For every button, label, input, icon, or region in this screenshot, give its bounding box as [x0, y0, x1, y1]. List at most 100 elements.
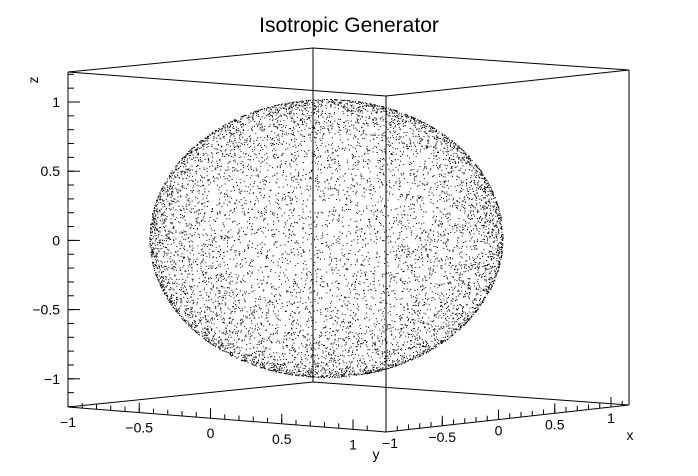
sphere-point: [361, 106, 363, 108]
sphere-point: [404, 246, 406, 247]
sphere-point: [477, 263, 479, 265]
sphere-point: [282, 197, 284, 199]
sphere-point: [173, 300, 175, 302]
sphere-point: [413, 168, 415, 170]
sphere-point: [459, 293, 461, 294]
sphere-point: [274, 359, 276, 361]
sphere-point: [465, 156, 467, 158]
sphere-point: [364, 105, 366, 107]
sphere-point: [392, 151, 394, 153]
sphere-point: [273, 123, 275, 125]
sphere-point: [309, 172, 311, 173]
sphere-point: [443, 134, 445, 136]
sphere-point: [467, 320, 469, 322]
sphere-point: [452, 258, 453, 260]
sphere-point: [338, 131, 340, 133]
sphere-point: [195, 196, 197, 198]
sphere-point: [272, 303, 274, 305]
sphere-point: [375, 165, 377, 167]
sphere-point: [370, 308, 372, 310]
sphere-point: [471, 264, 473, 266]
sphere-point: [327, 151, 329, 153]
sphere-point: [459, 147, 460, 149]
sphere-point: [373, 214, 375, 216]
sphere-point: [347, 301, 349, 303]
sphere-point: [245, 261, 247, 263]
sphere-point: [356, 190, 358, 192]
sphere-point: [418, 135, 420, 137]
sphere-point: [183, 256, 185, 258]
sphere-point: [437, 235, 439, 237]
sphere-point: [214, 334, 215, 336]
sphere-point: [277, 139, 279, 141]
sphere-point: [230, 313, 232, 315]
sphere-point: [229, 152, 231, 154]
sphere-point: [459, 272, 461, 274]
sphere-point: [435, 346, 437, 348]
sphere-point: [447, 330, 449, 332]
sphere-point: [185, 171, 187, 173]
sphere-point: [331, 188, 333, 190]
sphere-point: [306, 107, 308, 109]
sphere-point: [445, 333, 447, 335]
sphere-point: [344, 125, 346, 127]
sphere-point: [223, 255, 225, 257]
sphere-point: [489, 190, 491, 192]
sphere-point: [440, 310, 442, 312]
sphere-point: [389, 182, 391, 184]
sphere-point: [214, 338, 216, 340]
sphere-point: [305, 375, 307, 377]
sphere-point: [476, 182, 478, 184]
sphere-point: [263, 129, 265, 131]
sphere-point: [485, 288, 487, 290]
sphere-point: [278, 138, 280, 140]
sphere-point: [274, 105, 275, 107]
sphere-point: [232, 141, 234, 143]
sphere-point: [344, 264, 346, 266]
sphere-point: [317, 110, 319, 112]
sphere-point: [315, 178, 317, 179]
sphere-point: [178, 200, 180, 202]
sphere-point: [309, 373, 311, 375]
sphere-point: [448, 198, 450, 200]
sphere-point: [353, 335, 355, 337]
sphere-point: [267, 156, 269, 158]
sphere-point: [176, 188, 178, 190]
sphere-point: [300, 289, 302, 291]
sphere-point: [240, 322, 242, 324]
sphere-point: [440, 221, 442, 223]
sphere-point: [304, 129, 306, 131]
sphere-point: [227, 264, 229, 266]
sphere-point: [466, 154, 468, 156]
sphere-point: [180, 195, 182, 197]
sphere-point: [223, 292, 225, 294]
sphere-point: [373, 313, 375, 315]
sphere-point: [224, 150, 226, 152]
sphere-point: [334, 159, 336, 160]
sphere-point: [436, 165, 437, 167]
sphere-point: [171, 177, 173, 179]
sphere-point: [203, 154, 205, 156]
sphere-point: [252, 115, 254, 117]
sphere-point: [328, 211, 330, 213]
sphere-point: [166, 297, 168, 299]
sphere-point: [458, 285, 460, 287]
sphere-point: [290, 209, 292, 211]
sphere-point: [255, 357, 257, 359]
sphere-point: [382, 183, 383, 185]
sphere-point: [306, 185, 308, 187]
sphere-point: [440, 258, 442, 260]
sphere-point: [317, 101, 319, 103]
sphere-point: [337, 310, 339, 311]
sphere-point: [176, 285, 178, 287]
sphere-point: [444, 147, 446, 149]
sphere-point: [334, 355, 336, 357]
sphere-point: [259, 191, 261, 193]
sphere-point: [206, 321, 208, 323]
sphere-point: [292, 105, 294, 107]
sphere-point: [218, 292, 220, 294]
sphere-point: [499, 252, 501, 253]
sphere-point: [359, 358, 361, 360]
sphere-point: [152, 238, 154, 240]
sphere-point: [161, 234, 163, 236]
